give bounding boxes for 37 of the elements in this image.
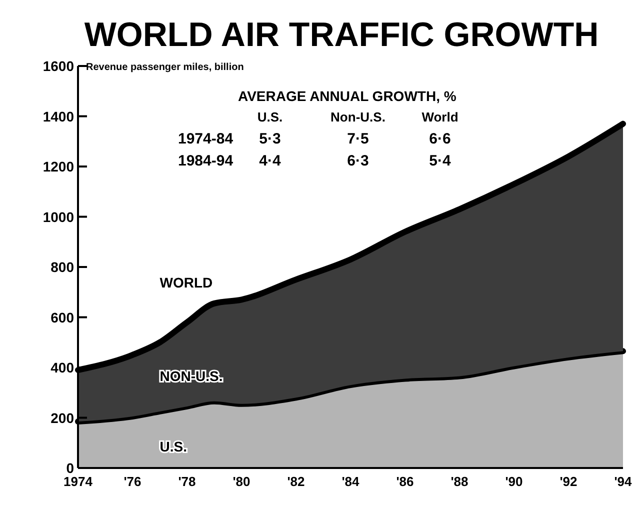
annotation: 1974-84 — [178, 130, 234, 148]
x-tick-label: '84 — [342, 474, 360, 489]
y-tick-label: 1200 — [42, 158, 74, 174]
y-tick-label: 600 — [50, 309, 74, 326]
x-tick-label: '86 — [396, 474, 414, 489]
x-tick-label: '82 — [287, 474, 305, 489]
annotation: 6·3 — [347, 152, 369, 170]
x-tick-label: '90 — [505, 474, 523, 489]
x-tick-label: '76 — [124, 474, 142, 489]
y-tick-label: 1600 — [42, 58, 74, 74]
annotation: AVERAGE ANNUAL GROWTH, % — [238, 88, 457, 104]
annotation: Non-U.S. — [330, 109, 386, 124]
series-label: NON-U.S. — [160, 368, 223, 384]
x-tick-label: '94 — [614, 474, 633, 489]
y-tick-label: 800 — [50, 259, 74, 275]
x-tick-label: '92 — [560, 474, 578, 489]
x-tick-label: '78 — [178, 474, 196, 489]
x-tick-label: '88 — [450, 474, 468, 489]
y-tick-label: 0 — [66, 460, 74, 476]
y-tick-label: 400 — [50, 360, 74, 376]
y-tick-label: 200 — [50, 410, 74, 426]
annotation: World — [422, 109, 458, 124]
annotation: 1984-94 — [178, 152, 234, 170]
y-tick-label: 1400 — [42, 108, 74, 124]
series-label: U.S. — [160, 438, 187, 455]
annotation: U.S. — [257, 109, 283, 124]
annotation: 7·5 — [347, 130, 369, 148]
annotation: WORLD — [160, 274, 213, 290]
y-axis-title: Revenue passenger miles, billion — [86, 62, 244, 73]
y-tick-label: 1000 — [42, 208, 74, 225]
annotation: 4·4 — [259, 152, 282, 170]
annotation: 5·4 — [429, 152, 452, 170]
x-tick-label: 1974 — [64, 474, 94, 489]
annotation: 5·3 — [259, 130, 281, 148]
annotation: 6·6 — [429, 130, 451, 148]
chart-title: WORLD AIR TRAFFIC GROWTH — [84, 16, 599, 54]
x-tick-label: '80 — [232, 474, 250, 489]
